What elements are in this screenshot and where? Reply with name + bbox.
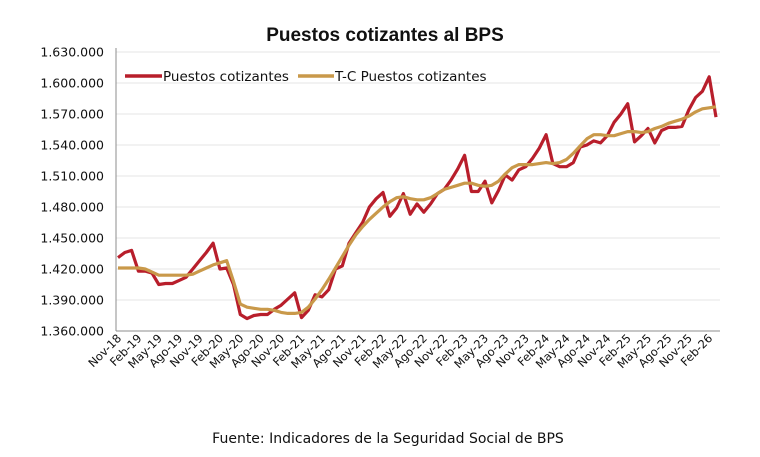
y-axis-ticks: 1.360.000 1.390.000 1.420.000 1.450.000 1.48… — [40, 45, 104, 339]
y-tick-label: 1.630.000 — [40, 45, 104, 60]
legend-label-puestos: Puestos cotizantes — [163, 69, 289, 85]
y-tick-label: 1.510.000 — [40, 169, 104, 184]
y-tick-label: 1.450.000 — [40, 231, 104, 246]
legend-label-tc: T-C Puestos cotizantes — [334, 69, 487, 85]
y-tick-label: 1.480.000 — [40, 200, 104, 215]
y-tick-label: 1.420.000 — [40, 262, 104, 277]
x-axis-ticks: Nov-18Feb-19May-19Ago-19Nov-19Feb-20May-… — [85, 331, 715, 371]
gridlines — [116, 51, 720, 301]
y-tick-label: 1.600.000 — [40, 76, 104, 91]
legend: Puestos cotizantes T-C Puestos cotizante… — [125, 69, 487, 85]
y-tick-label: 1.360.000 — [40, 324, 104, 339]
series-lines — [117, 75, 718, 321]
series-line-puestos-cotizantes — [117, 75, 718, 321]
source-note: Fuente: Indicadores de la Seguridad Soci… — [212, 431, 564, 447]
y-tick-label: 1.390.000 — [40, 293, 104, 308]
chart-title: Puestos cotizantes al BPS — [266, 25, 504, 46]
y-tick-label: 1.570.000 — [40, 107, 104, 122]
y-tick-label: 1.540.000 — [40, 138, 104, 153]
series-line-tc-puestos-cotizantes — [118, 105, 717, 315]
